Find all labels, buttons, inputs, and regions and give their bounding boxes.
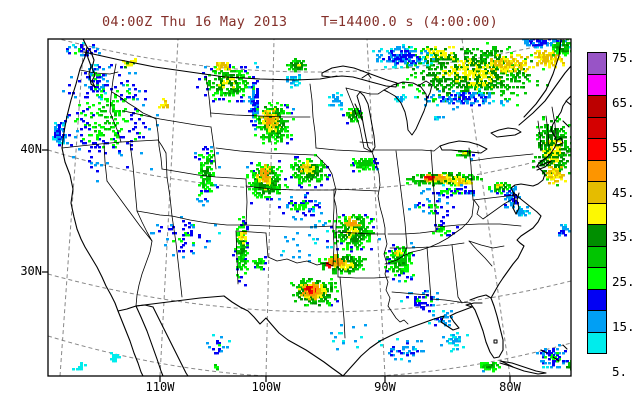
y-axis-label-30N: 30N — [20, 264, 42, 278]
colorbar-tick-15: 15. — [612, 319, 635, 335]
colorbar-swatch-3 — [587, 116, 607, 139]
colorbar-swatch-12 — [587, 310, 607, 333]
x-axis-label-80W: 80W — [499, 380, 521, 394]
x-axis-label-100W: 100W — [251, 380, 281, 394]
y-axis-label-40N: 40N — [20, 142, 42, 156]
colorbar-swatch-13 — [587, 331, 607, 354]
colorbar-tick-55: 55. — [612, 139, 635, 155]
colorbar-tick-65: 65. — [612, 94, 635, 110]
x-axis-label-90W: 90W — [374, 380, 396, 394]
colorbar-swatch-8 — [587, 224, 607, 247]
colorbar-tick-45: 45. — [612, 184, 635, 200]
colorbar-tick-35: 35. — [612, 229, 635, 245]
colorbar-swatch-2 — [587, 95, 607, 118]
colorbar-swatch-1 — [587, 73, 607, 96]
reflectivity-colorbar — [587, 52, 607, 354]
colorbar-swatch-0 — [587, 52, 607, 75]
x-axis-label-110W: 110W — [145, 380, 175, 394]
colorbar-swatch-11 — [587, 288, 607, 311]
colorbar-swatch-9 — [587, 245, 607, 268]
colorbar-tick-75: 75. — [612, 50, 635, 65]
colorbar-swatch-10 — [587, 267, 607, 290]
radar-echoes — [52, 39, 571, 373]
colorbar-tick-5: 5. — [612, 364, 628, 379]
map-outlines — [61, 39, 571, 376]
colorbar-tick-25: 25. — [612, 274, 635, 290]
colorbar-swatch-6 — [587, 181, 607, 204]
colorbar-swatch-5 — [587, 159, 607, 182]
colorbar-swatch-4 — [587, 138, 607, 161]
colorbar-swatch-7 — [587, 202, 607, 225]
plot-title: 04:00Z Thu 16 May 2013 T=14400.0 s (4:00… — [101, 14, 499, 30]
